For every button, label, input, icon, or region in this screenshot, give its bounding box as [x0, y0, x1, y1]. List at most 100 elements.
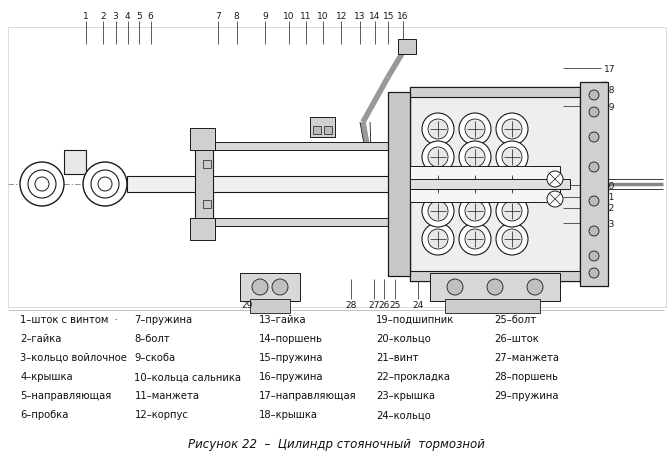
Bar — [313, 127, 321, 135]
Bar — [580, 83, 608, 287]
Bar — [195, 137, 213, 237]
Circle shape — [527, 279, 543, 296]
Text: 22: 22 — [603, 204, 615, 213]
Text: 26–шток: 26–шток — [494, 333, 539, 343]
Text: 10–кольца сальника: 10–кольца сальника — [134, 371, 241, 381]
Text: 20: 20 — [603, 181, 615, 190]
Bar — [388, 93, 410, 277]
Circle shape — [465, 120, 485, 140]
Circle shape — [459, 114, 491, 146]
Circle shape — [428, 201, 448, 221]
Circle shape — [589, 268, 599, 278]
Text: 11–манжета: 11–манжета — [134, 390, 200, 400]
Text: 16: 16 — [397, 12, 409, 21]
Text: 13: 13 — [353, 12, 366, 21]
Circle shape — [428, 229, 448, 249]
Text: 27: 27 — [368, 301, 379, 310]
Text: 19–подшипник: 19–подшипник — [376, 314, 454, 324]
Text: 15: 15 — [382, 12, 394, 21]
Circle shape — [589, 197, 599, 207]
Bar — [213, 151, 388, 218]
Circle shape — [422, 196, 454, 228]
Text: 8–болт: 8–болт — [134, 333, 170, 343]
Circle shape — [589, 133, 599, 143]
Circle shape — [428, 120, 448, 140]
Text: 2: 2 — [100, 12, 106, 21]
Text: 13–гайка: 13–гайка — [259, 314, 306, 324]
Bar — [240, 273, 300, 301]
Circle shape — [459, 224, 491, 256]
Circle shape — [496, 114, 528, 146]
Bar — [250, 299, 290, 313]
Text: 16–пружина: 16–пружина — [259, 371, 323, 381]
Circle shape — [547, 172, 563, 188]
Text: 6–пробка: 6–пробка — [20, 409, 69, 419]
Text: 3: 3 — [113, 12, 118, 21]
Circle shape — [496, 168, 528, 199]
Text: 23–крышка: 23–крышка — [376, 390, 435, 400]
Bar — [410, 167, 560, 203]
Circle shape — [465, 176, 485, 196]
Circle shape — [91, 170, 119, 198]
Circle shape — [465, 148, 485, 168]
Text: 1: 1 — [83, 12, 89, 21]
Text: 5–направляющая: 5–направляющая — [20, 390, 112, 400]
Circle shape — [459, 168, 491, 199]
Text: 28: 28 — [346, 301, 357, 310]
Circle shape — [502, 201, 522, 221]
Text: 12: 12 — [336, 12, 347, 21]
Bar — [324, 127, 332, 135]
Circle shape — [502, 229, 522, 249]
Text: 2–гайка: 2–гайка — [20, 333, 62, 343]
Circle shape — [547, 192, 563, 208]
Text: 24–кольцо: 24–кольцо — [376, 409, 431, 419]
Bar — [410, 88, 580, 281]
Text: 29–пружина: 29–пружина — [494, 390, 558, 400]
Text: 25–болт: 25–болт — [494, 314, 536, 324]
Bar — [410, 271, 580, 281]
Text: 21–винт: 21–винт — [376, 352, 419, 362]
Circle shape — [422, 224, 454, 256]
Text: 18–крышка: 18–крышка — [259, 409, 318, 419]
Circle shape — [20, 163, 64, 207]
Text: 6: 6 — [148, 12, 153, 21]
Bar — [127, 177, 390, 193]
Circle shape — [272, 279, 288, 296]
Text: Рисунок 22  –  Цилиндр стояночный  тормозной: Рисунок 22 – Цилиндр стояночный тормозно… — [187, 437, 485, 450]
Bar — [213, 143, 388, 151]
Text: 29: 29 — [242, 301, 253, 310]
Circle shape — [589, 227, 599, 237]
Bar — [8, 28, 666, 307]
Circle shape — [487, 279, 503, 296]
Circle shape — [428, 176, 448, 196]
Text: 17–направляющая: 17–направляющая — [259, 390, 356, 400]
Text: 3–кольцо войлочное: 3–кольцо войлочное — [20, 352, 127, 362]
Circle shape — [496, 169, 528, 201]
Text: 4–крышка: 4–крышка — [20, 371, 73, 381]
Circle shape — [502, 174, 522, 194]
Bar — [398, 40, 416, 55]
Text: 11: 11 — [300, 12, 312, 21]
Circle shape — [465, 201, 485, 221]
Text: 26: 26 — [379, 301, 390, 310]
Circle shape — [422, 114, 454, 146]
Text: 24: 24 — [413, 301, 423, 310]
Text: 1–шток с винтом  ·: 1–шток с винтом · — [20, 314, 118, 324]
Circle shape — [589, 108, 599, 118]
Circle shape — [83, 163, 127, 207]
Circle shape — [465, 229, 485, 249]
Text: 14–поршень: 14–поршень — [259, 333, 323, 343]
Text: 20–кольцо: 20–кольцо — [376, 333, 431, 343]
Circle shape — [496, 224, 528, 256]
Circle shape — [496, 196, 528, 228]
Text: 8: 8 — [234, 12, 239, 21]
Circle shape — [459, 196, 491, 228]
Text: 15–пружина: 15–пружина — [259, 352, 323, 362]
Circle shape — [502, 176, 522, 196]
Text: 7: 7 — [216, 12, 221, 21]
Circle shape — [589, 251, 599, 261]
Text: 10: 10 — [283, 12, 295, 21]
Bar — [410, 88, 580, 98]
Circle shape — [459, 169, 491, 201]
Text: 18: 18 — [603, 86, 615, 95]
